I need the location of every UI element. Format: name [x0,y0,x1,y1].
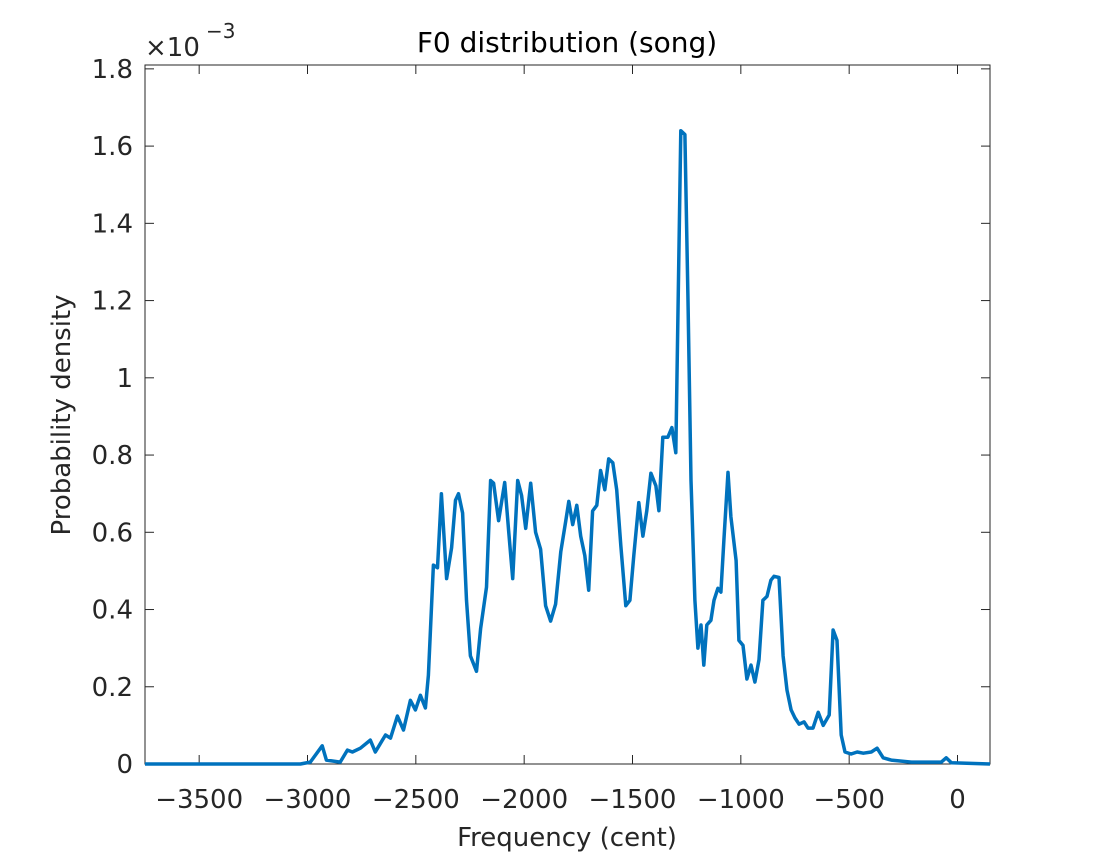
x-tick-label: −1000 [697,785,785,815]
line-series [145,128,991,766]
x-tick-label: −500 [813,785,884,815]
y-tick-label: 0.6 [92,518,133,548]
y-multiplier-exponent: −3 [206,19,235,43]
y-tick-label: 1.4 [92,209,133,239]
x-tick-label: −3000 [264,785,352,815]
y-tick-label: 1.8 [92,55,133,85]
x-tick-label: −2000 [480,785,568,815]
x-tick-label: 0 [949,785,966,815]
y-tick-label: 1.6 [92,132,133,162]
y-multiplier: ×10 [145,33,200,63]
y-tick-label: 0.8 [92,441,133,471]
y-tick-label: 0 [116,750,133,780]
y-tick-label: 1 [116,364,133,394]
x-axis-label: Frequency (cent) [457,823,677,853]
x-tick-label: −1500 [589,785,677,815]
axes-box [144,64,991,765]
chart-title: F0 distribution (song) [417,26,717,59]
y-tick-label: 0.2 [92,673,133,703]
x-tick-label: −2500 [372,785,460,815]
x-tick-label: −3500 [155,785,243,815]
y-tick-label: 0.4 [92,596,133,626]
y-axis-label: Probability density [47,294,77,535]
y-tick-label: 1.2 [92,287,133,317]
